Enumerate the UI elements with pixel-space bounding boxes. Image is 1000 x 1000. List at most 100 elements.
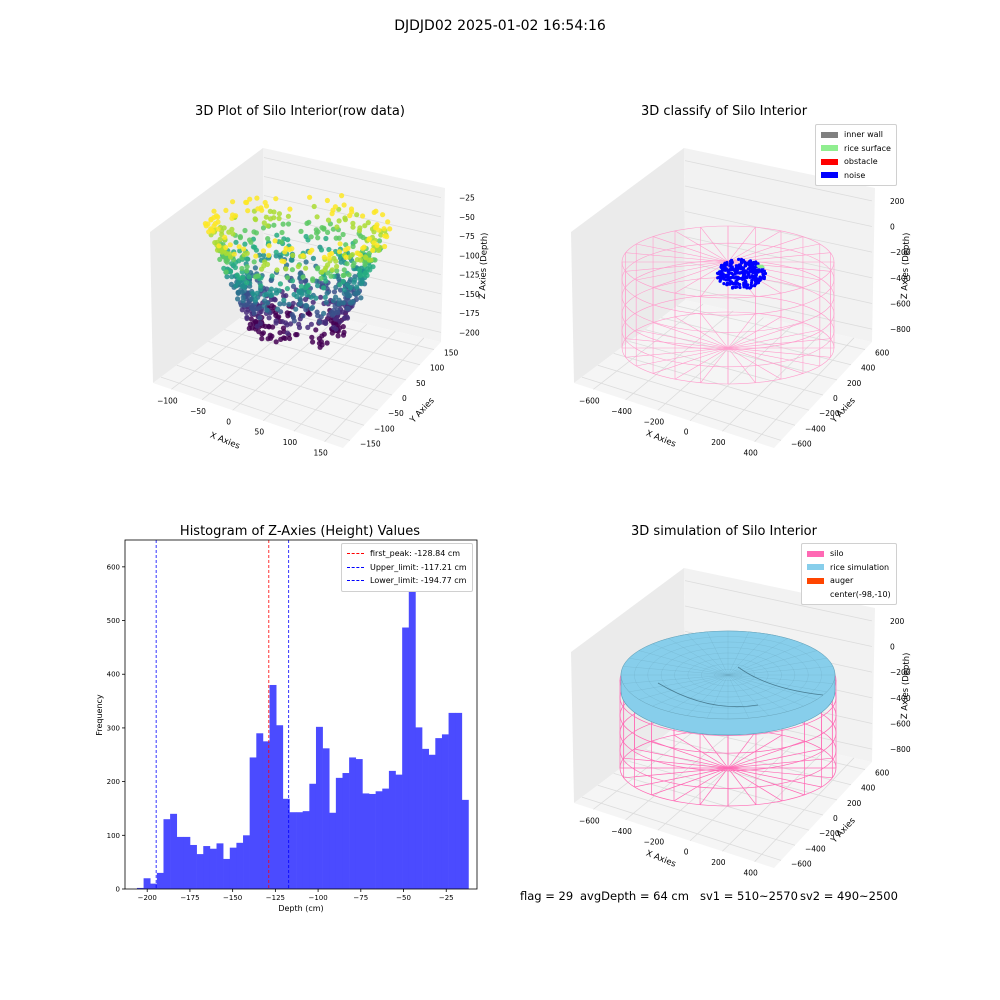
scatter-point	[262, 298, 268, 304]
figure-title: DJDJD02 2025-01-02 16:54:16	[394, 18, 606, 34]
scatter-point	[321, 310, 327, 316]
scatter-point	[343, 254, 349, 260]
rice-mesh-spoke	[629, 674, 729, 693]
scatter-point	[215, 226, 221, 232]
rice-ridge	[657, 682, 759, 708]
rice-ridge	[737, 666, 824, 696]
pane-floor	[574, 300, 872, 448]
z-tick-label: −200	[890, 668, 911, 677]
scatter-point	[335, 333, 341, 339]
legend-label: rice surface	[844, 143, 891, 153]
scatter-point	[303, 302, 309, 308]
noise-point	[745, 284, 749, 288]
scatter-point	[208, 217, 214, 223]
y-tick-label: 0	[116, 886, 120, 894]
classify-3d-plot: −600 −400 −200 0 200 400 −600 −400 −200 0 200 400 60…	[571, 148, 912, 458]
axis-ticks: −200 −175 −150 −125 −100 −75 −50 −25 0 100 200 300 4…	[107, 563, 454, 902]
scatter-point	[229, 215, 235, 221]
legend-item-lower-limit: Lower_limit: -194.77 cm	[347, 574, 467, 588]
noise-point	[724, 263, 728, 267]
legend-item-obstacle: obstacle	[821, 155, 891, 169]
scatter-point	[247, 237, 253, 243]
scatter-point	[306, 289, 312, 295]
histogram-bar	[176, 836, 184, 889]
histogram-bar	[329, 812, 337, 889]
noise-point	[738, 285, 742, 290]
legend-item-auger: auger	[807, 574, 891, 588]
scatter-point	[363, 269, 369, 275]
silo-spoke	[673, 767, 729, 802]
histogram-bar	[402, 627, 410, 889]
legend-label: noise	[844, 170, 866, 180]
rice-mesh-spoke	[686, 674, 729, 716]
y-tick-label: 600	[875, 349, 890, 358]
noise-point	[728, 268, 732, 272]
histogram-bar	[441, 734, 449, 889]
scatter-point	[330, 312, 336, 318]
scatter-point	[285, 221, 292, 227]
silo-spoke	[700, 227, 729, 263]
noise-point	[732, 276, 737, 280]
scatter-point	[277, 301, 283, 307]
scatter-point	[336, 301, 342, 307]
y-axis-label: Frequency	[95, 694, 104, 736]
legend-label: rice simulation	[830, 562, 890, 572]
scatter-point	[357, 267, 363, 273]
scatter-point	[344, 314, 350, 320]
scatter-point	[296, 324, 303, 331]
histogram-bar	[229, 847, 237, 889]
scatter-point	[250, 290, 256, 296]
y-tick-label: −400	[805, 844, 826, 853]
noise-point	[736, 267, 740, 272]
scatter-point	[376, 238, 383, 244]
scatter-point	[350, 243, 356, 250]
scatter-point	[237, 248, 243, 254]
rice-mesh-spoke	[623, 674, 729, 684]
silo-spoke	[636, 243, 729, 263]
z-tick-label: 0	[890, 643, 895, 652]
scatter-point	[288, 257, 294, 263]
scatter-point	[266, 243, 272, 249]
scatter-point	[370, 264, 376, 270]
legend-label: Lower_limit: -194.77 cm	[370, 576, 467, 586]
histogram-bar	[349, 757, 357, 889]
sv2-text: sv2 = 490~2500	[800, 889, 898, 903]
legend-label: first_peak: -128.84 cm	[370, 549, 461, 559]
y-tick-label: 0	[833, 394, 838, 403]
scatter-point	[300, 274, 306, 280]
scatter-point	[266, 252, 272, 258]
scatter-point	[243, 199, 249, 205]
scatter-point	[283, 266, 289, 272]
noise-point	[738, 282, 742, 287]
scatter-point	[332, 204, 338, 210]
legend-line	[347, 580, 364, 582]
scatter-point	[273, 196, 279, 202]
scatter-point	[336, 218, 342, 224]
pane-floor	[574, 720, 872, 868]
scatter-point	[290, 300, 296, 306]
scatter-point	[309, 247, 315, 253]
y-tick-label: −600	[791, 439, 812, 448]
y-tick-label: 300	[107, 724, 120, 732]
histogram-bar	[269, 684, 277, 889]
z-tick-label: −25	[459, 194, 475, 203]
histogram-bar	[276, 725, 284, 889]
y-tick-label: 100	[430, 364, 445, 373]
noise-point	[750, 278, 754, 282]
silo-spoke	[727, 236, 804, 263]
scatter-point	[299, 290, 305, 296]
scatter-point	[358, 281, 365, 287]
y-tick-label: 0	[402, 394, 407, 403]
sv1-text: sv1 = 510~2570	[700, 889, 798, 903]
scatter-point	[342, 247, 348, 253]
scatter-point	[291, 291, 297, 298]
histogram-bar	[435, 738, 443, 889]
legend-label: Upper_limit: -117.21 cm	[370, 562, 467, 572]
histogram-bar	[143, 878, 151, 889]
scatter-point	[247, 321, 253, 327]
silo-spoke	[727, 313, 756, 349]
rice-mesh-spoke	[727, 674, 804, 707]
scatter-point	[329, 211, 335, 217]
scatter-point	[385, 219, 391, 225]
scatter-point	[303, 233, 309, 240]
